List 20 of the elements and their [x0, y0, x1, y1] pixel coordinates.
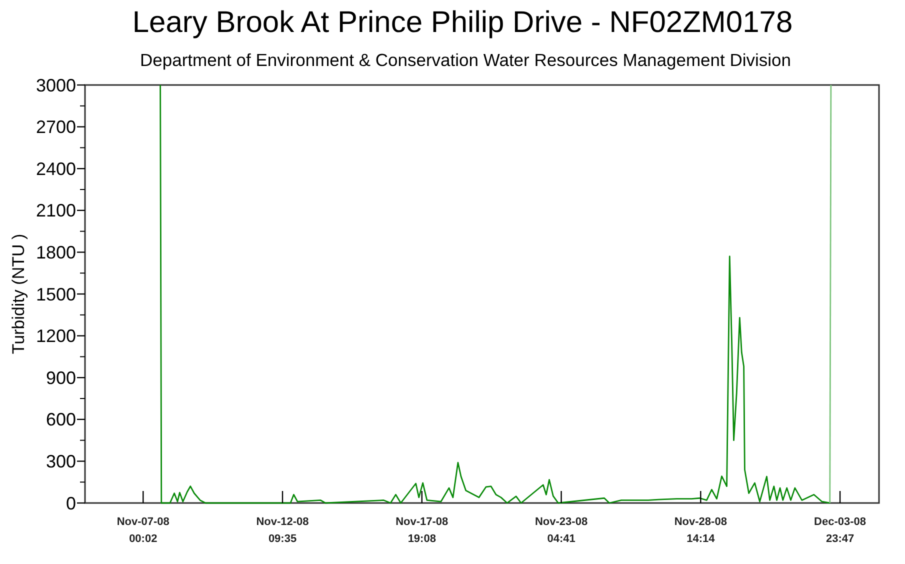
y-tick-label: 2100	[36, 200, 76, 221]
y-tick-label: 300	[46, 452, 76, 472]
y-tick-label: 600	[46, 410, 76, 430]
x-tick-label: Nov-12-08 09:35	[256, 516, 309, 545]
x-tick-label: Nov-23-08 04:41	[534, 516, 588, 545]
x-tick-label: Nov-28-08 14:14	[674, 516, 727, 545]
y-tick-label: 1500	[36, 284, 76, 304]
y-axis-title: Turbidity (NTU )	[9, 234, 28, 354]
y-tick-label: 0	[66, 493, 76, 514]
chart-subtitle: Department of Environment & Conservation Water Resources Management Division	[140, 50, 792, 70]
y-tick-label: 1200	[36, 326, 76, 346]
y-tick-label: 2700	[36, 117, 76, 138]
y-tick-label: 3000	[36, 75, 76, 96]
chart-title: Leary Brook At Prince Philip Drive - NF02ZM0178	[132, 6, 793, 39]
x-tick-label: Nov-07-08 00:02	[116, 516, 170, 545]
x-tick-label: Dec-03-08 23:47	[814, 516, 866, 545]
y-tick-label: 2400	[36, 158, 76, 179]
x-tick-label: Nov-17-08 19:08	[396, 516, 448, 545]
y-tick-label: 1800	[36, 242, 76, 262]
y-tick-label: 900	[46, 368, 76, 388]
